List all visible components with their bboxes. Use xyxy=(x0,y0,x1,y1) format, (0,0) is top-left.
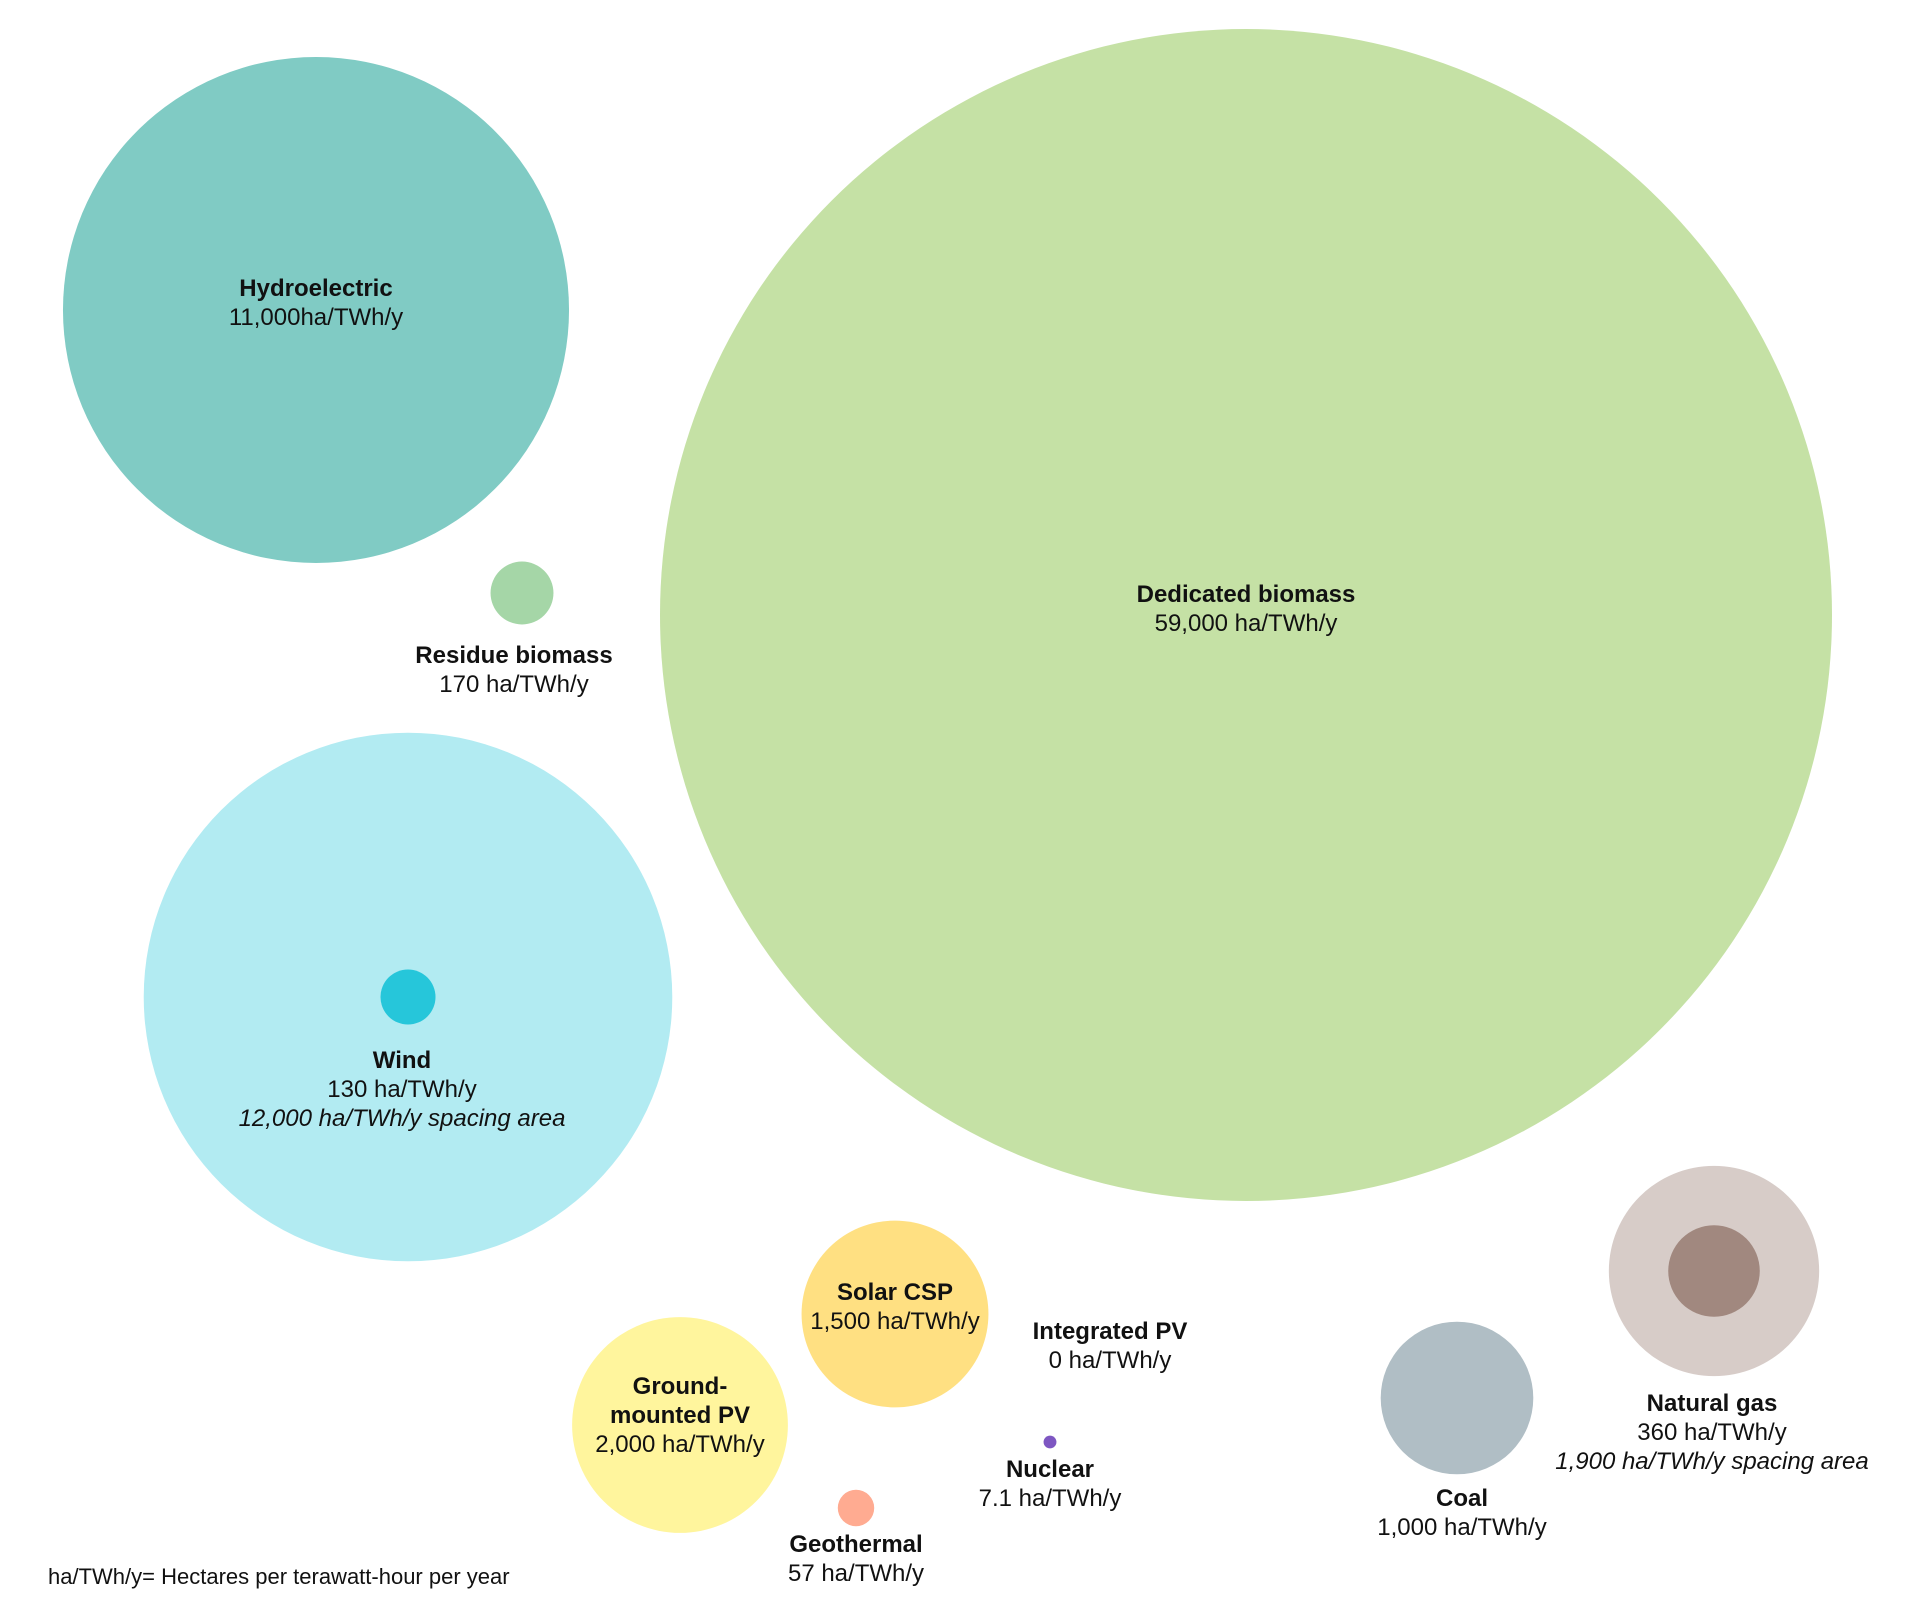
wind-spacing-label: 12,000 ha/TWh/y spacing area xyxy=(239,1105,566,1132)
residue-name-label: Residue biomass xyxy=(415,642,612,669)
bubbles-layer xyxy=(62,29,1832,1533)
hydro-bubble xyxy=(62,56,570,564)
nuclear-bubble xyxy=(1043,1435,1057,1449)
nuclear-name-label: Nuclear xyxy=(1006,1456,1094,1483)
groundpv-name-line-1: Ground- xyxy=(633,1373,728,1400)
groundpv-bubble xyxy=(572,1317,788,1533)
coal-bubble xyxy=(1380,1321,1534,1475)
dedicated-bubble xyxy=(660,29,1832,1201)
groundpv-name-line-2: mounted PV xyxy=(610,1402,750,1429)
gas-bubble xyxy=(1668,1225,1760,1317)
solarcsp-value-label: 1,500 ha/TWh/y xyxy=(810,1308,979,1335)
gas-spacing-label: 1,900 ha/TWh/y spacing area xyxy=(1555,1448,1869,1475)
dedicated-name-label: Dedicated biomass xyxy=(1137,581,1356,608)
dedicated-value-label: 59,000 ha/TWh/y xyxy=(1155,610,1338,637)
groundpv-value-label: 2,000 ha/TWh/y xyxy=(595,1431,764,1458)
integratedpv-value-label: 0 ha/TWh/y xyxy=(1049,1347,1172,1374)
wind-bubble xyxy=(380,969,436,1025)
gas-value-label: 360 ha/TWh/y xyxy=(1637,1419,1786,1446)
geothermal-bubble xyxy=(837,1489,875,1527)
nuclear-value-label: 7.1 ha/TWh/y xyxy=(979,1485,1122,1512)
wind-value-label: 130 ha/TWh/y xyxy=(327,1076,476,1103)
footnote: ha/TWh/y= Hectares per terawatt-hour per… xyxy=(48,1564,510,1589)
residue-bubble xyxy=(490,561,554,625)
hydro-name-label: Hydroelectric xyxy=(239,275,392,302)
solarcsp-bubble xyxy=(801,1220,989,1408)
geothermal-name-label: Geothermal xyxy=(789,1531,922,1558)
integratedpv-name-label: Integrated PV xyxy=(1033,1318,1188,1345)
geothermal-value-label: 57 ha/TWh/y xyxy=(788,1560,924,1587)
residue-value-label: 170 ha/TWh/y xyxy=(439,671,588,698)
wind-name-label: Wind xyxy=(373,1047,431,1074)
coal-value-label: 1,000 ha/TWh/y xyxy=(1377,1514,1546,1541)
coal-name-label: Coal xyxy=(1436,1485,1488,1512)
solarcsp-name-label: Solar CSP xyxy=(837,1279,953,1306)
gas-name-label: Natural gas xyxy=(1647,1390,1778,1417)
hydro-value-label: 11,000ha/TWh/y xyxy=(229,304,403,331)
